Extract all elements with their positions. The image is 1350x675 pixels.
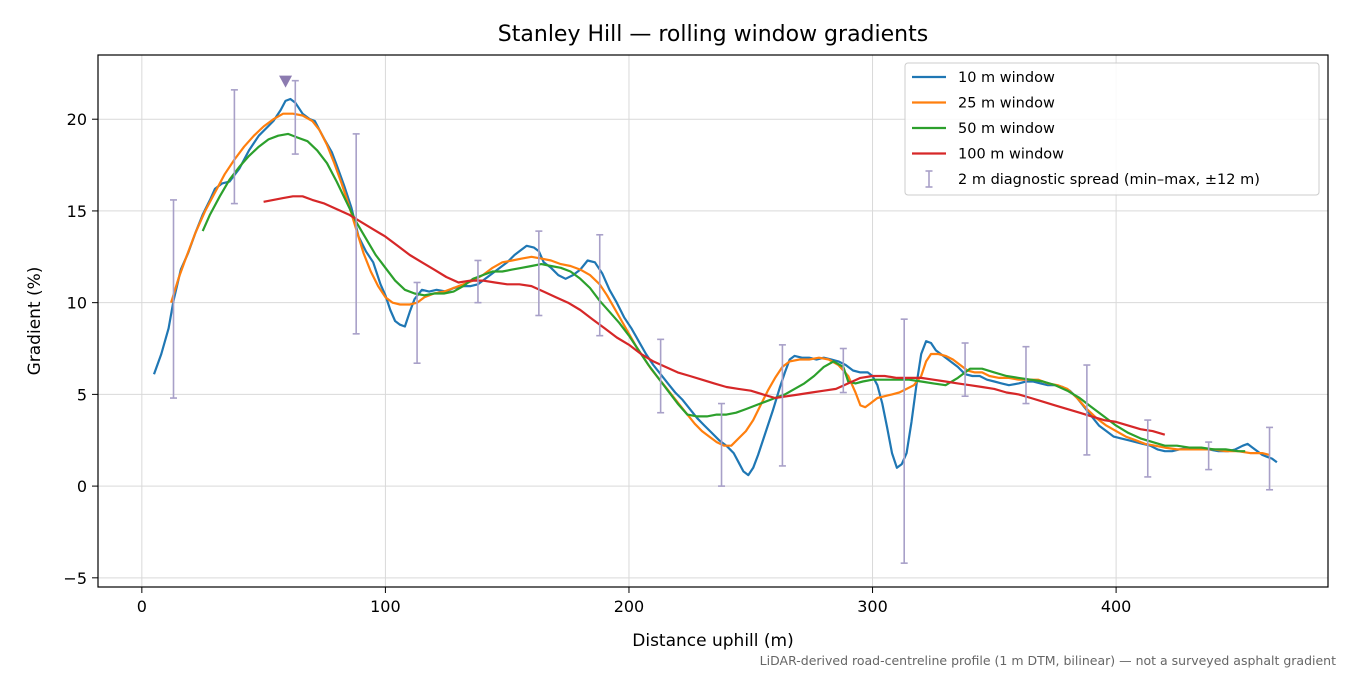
legend-label: 50 m window [958, 121, 1055, 137]
y-axis: −5 0 5 10 15 20 [63, 110, 98, 588]
error-bar [474, 259, 482, 304]
plot-area [152, 75, 1278, 564]
error-bar [1205, 441, 1213, 471]
y-tick-label: 5 [77, 385, 87, 404]
error-bar [1144, 419, 1152, 478]
error-bar [657, 338, 665, 414]
legend-entry: 50 m window [912, 121, 1055, 137]
legend-entry: 25 m window [912, 96, 1055, 112]
x-tick-label: 0 [137, 597, 147, 616]
plot-frame [97, 54, 1329, 588]
x-tick-label: 400 [1101, 597, 1132, 616]
x-tick-label: 100 [370, 597, 401, 616]
legend-box [904, 62, 1320, 196]
legend-entry: 100 m window [912, 147, 1064, 163]
error-bar [352, 133, 360, 335]
y-tick-label: −5 [63, 569, 87, 588]
x-tick-label: 300 [857, 597, 888, 616]
error-bar [170, 199, 178, 399]
error-bar [291, 79, 299, 155]
y-tick-label: 0 [77, 477, 87, 496]
error-bars [170, 79, 1274, 564]
legend-label: 100 m window [958, 147, 1064, 163]
legend-entry: 10 m window [912, 70, 1055, 86]
x-axis-label: Distance uphill (m) [632, 631, 793, 651]
error-bar [1083, 364, 1091, 456]
error-bar [961, 342, 969, 398]
error-bar [413, 281, 421, 364]
y-tick-label: 20 [67, 110, 87, 129]
chart-caption: LiDAR-derived road-centreline profile (1… [760, 653, 1336, 668]
y-axis-label: Gradient (%) [25, 267, 45, 376]
error-bar [1266, 426, 1274, 491]
peak-marker-group [279, 75, 293, 88]
series-line-50-m-window [201, 132, 1246, 453]
legend: 10 m window 25 m window 50 m window 100 m w… [904, 62, 1320, 196]
x-tick-label: 200 [614, 597, 645, 616]
error-bar [718, 402, 726, 487]
error-bar [778, 344, 786, 467]
y-tick-label: 10 [67, 294, 87, 313]
error-bar [230, 89, 238, 205]
peak-marker [279, 75, 293, 88]
error-bar [900, 318, 908, 564]
legend-label: 2 m diagnostic spread (min–max, ±12 m) [958, 172, 1260, 188]
legend-label: 25 m window [958, 96, 1055, 112]
error-bar [535, 230, 543, 317]
chart-title: Stanley Hill — rolling window gradients [498, 22, 928, 47]
legend-entry: 2 m diagnostic spread (min–max, ±12 m) [925, 170, 1260, 188]
y-tick-label: 15 [67, 202, 87, 221]
series-lines [152, 97, 1278, 477]
x-axis: 0 100 200 300 400 [137, 587, 1132, 616]
error-bar [1022, 345, 1030, 405]
error-bar [596, 233, 604, 337]
error-bar [839, 347, 847, 394]
series-line-100-m-window [263, 195, 1166, 436]
legend-label: 10 m window [958, 70, 1055, 86]
